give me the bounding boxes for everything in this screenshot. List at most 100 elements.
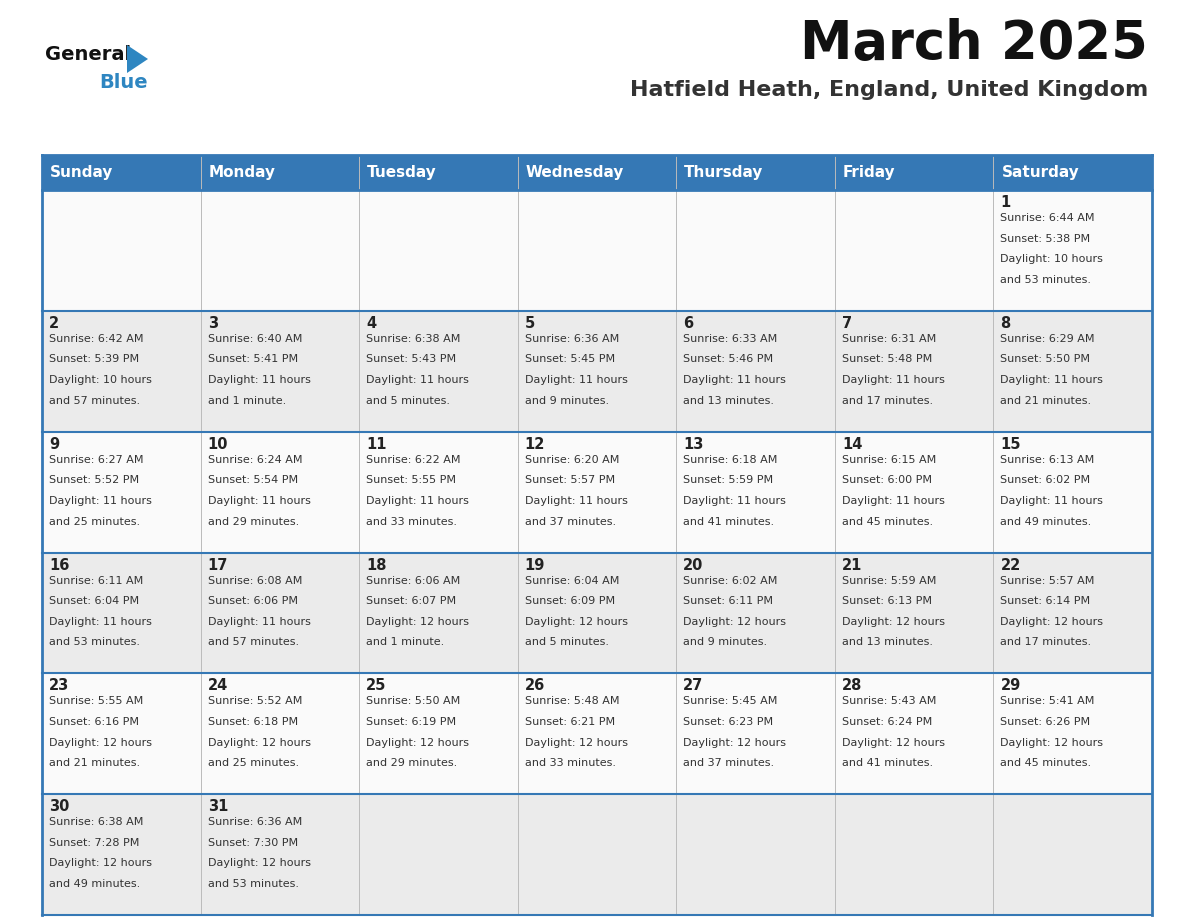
- Text: Sunrise: 6:42 AM: Sunrise: 6:42 AM: [49, 334, 144, 344]
- Text: Daylight: 12 hours: Daylight: 12 hours: [49, 858, 152, 868]
- Text: 19: 19: [525, 557, 545, 573]
- Text: Daylight: 12 hours: Daylight: 12 hours: [208, 737, 310, 747]
- Text: Sunset: 5:45 PM: Sunset: 5:45 PM: [525, 354, 615, 364]
- Text: Daylight: 11 hours: Daylight: 11 hours: [366, 375, 469, 385]
- Text: Sunset: 6:26 PM: Sunset: 6:26 PM: [1000, 717, 1091, 727]
- Text: Sunset: 7:30 PM: Sunset: 7:30 PM: [208, 838, 298, 848]
- Bar: [518, 311, 676, 431]
- Text: Sunrise: 5:50 AM: Sunrise: 5:50 AM: [366, 697, 461, 706]
- Text: and 13 minutes.: and 13 minutes.: [683, 396, 775, 406]
- Bar: [359, 794, 518, 915]
- Text: Daylight: 10 hours: Daylight: 10 hours: [49, 375, 152, 385]
- Text: Sunset: 5:41 PM: Sunset: 5:41 PM: [208, 354, 298, 364]
- Bar: [993, 190, 1152, 311]
- Bar: [359, 431, 518, 553]
- Text: 26: 26: [525, 678, 545, 693]
- Text: Sunrise: 5:55 AM: Sunrise: 5:55 AM: [49, 697, 144, 706]
- Text: and 21 minutes.: and 21 minutes.: [49, 758, 140, 768]
- Text: Sunrise: 6:27 AM: Sunrise: 6:27 AM: [49, 454, 144, 465]
- Text: 25: 25: [366, 678, 386, 693]
- Text: Sunset: 5:54 PM: Sunset: 5:54 PM: [208, 476, 298, 486]
- Text: Daylight: 11 hours: Daylight: 11 hours: [1000, 496, 1104, 506]
- Text: Daylight: 11 hours: Daylight: 11 hours: [842, 496, 944, 506]
- Text: Tuesday: Tuesday: [367, 165, 437, 180]
- Text: 28: 28: [842, 678, 862, 693]
- Text: Sunrise: 6:18 AM: Sunrise: 6:18 AM: [683, 454, 778, 465]
- Bar: [359, 553, 518, 673]
- Text: 22: 22: [1000, 557, 1020, 573]
- Text: Sunrise: 6:44 AM: Sunrise: 6:44 AM: [1000, 213, 1095, 223]
- Text: and 53 minutes.: and 53 minutes.: [1000, 274, 1092, 285]
- Bar: [993, 794, 1152, 915]
- Text: and 21 minutes.: and 21 minutes.: [1000, 396, 1092, 406]
- Text: 13: 13: [683, 437, 703, 452]
- Text: Daylight: 12 hours: Daylight: 12 hours: [525, 617, 627, 627]
- Text: and 37 minutes.: and 37 minutes.: [525, 517, 615, 527]
- Text: Daylight: 11 hours: Daylight: 11 hours: [366, 496, 469, 506]
- Text: and 9 minutes.: and 9 minutes.: [683, 637, 767, 647]
- Text: Sunrise: 6:36 AM: Sunrise: 6:36 AM: [208, 817, 302, 827]
- Text: 27: 27: [683, 678, 703, 693]
- Text: 12: 12: [525, 437, 545, 452]
- Bar: [201, 311, 359, 431]
- Bar: [42, 431, 201, 553]
- Text: 11: 11: [366, 437, 386, 452]
- Text: Sunrise: 6:24 AM: Sunrise: 6:24 AM: [208, 454, 302, 465]
- Text: Sunset: 6:11 PM: Sunset: 6:11 PM: [683, 596, 773, 606]
- Text: Sunset: 6:19 PM: Sunset: 6:19 PM: [366, 717, 456, 727]
- Text: 18: 18: [366, 557, 386, 573]
- Text: 16: 16: [49, 557, 69, 573]
- Text: Daylight: 12 hours: Daylight: 12 hours: [683, 737, 786, 747]
- Text: March 2025: March 2025: [801, 18, 1148, 70]
- Text: Daylight: 12 hours: Daylight: 12 hours: [49, 737, 152, 747]
- Text: Sunset: 6:04 PM: Sunset: 6:04 PM: [49, 596, 139, 606]
- Text: Sunrise: 6:38 AM: Sunrise: 6:38 AM: [49, 817, 144, 827]
- Text: Sunrise: 5:43 AM: Sunrise: 5:43 AM: [842, 697, 936, 706]
- Text: Daylight: 12 hours: Daylight: 12 hours: [842, 617, 944, 627]
- Polygon shape: [127, 45, 148, 73]
- Bar: [835, 431, 993, 553]
- Text: Sunset: 6:00 PM: Sunset: 6:00 PM: [842, 476, 931, 486]
- Text: 21: 21: [842, 557, 862, 573]
- Bar: [42, 311, 201, 431]
- Bar: [835, 673, 993, 794]
- Text: 7: 7: [842, 316, 852, 330]
- Text: and 57 minutes.: and 57 minutes.: [208, 637, 298, 647]
- Text: 23: 23: [49, 678, 69, 693]
- Text: 5: 5: [525, 316, 535, 330]
- Text: Monday: Monday: [209, 165, 276, 180]
- Bar: [835, 190, 993, 311]
- Text: Sunset: 6:18 PM: Sunset: 6:18 PM: [208, 717, 298, 727]
- Text: 6: 6: [683, 316, 694, 330]
- Text: Daylight: 12 hours: Daylight: 12 hours: [842, 737, 944, 747]
- Text: Sunday: Sunday: [50, 165, 113, 180]
- Text: 20: 20: [683, 557, 703, 573]
- Text: Sunrise: 6:02 AM: Sunrise: 6:02 AM: [683, 576, 778, 586]
- Bar: [201, 794, 359, 915]
- Bar: [42, 794, 201, 915]
- Bar: [676, 794, 835, 915]
- Text: 24: 24: [208, 678, 228, 693]
- Text: 29: 29: [1000, 678, 1020, 693]
- Text: and 17 minutes.: and 17 minutes.: [1000, 637, 1092, 647]
- Text: Daylight: 12 hours: Daylight: 12 hours: [525, 737, 627, 747]
- Text: Sunrise: 5:45 AM: Sunrise: 5:45 AM: [683, 697, 778, 706]
- Text: 15: 15: [1000, 437, 1020, 452]
- Text: Daylight: 11 hours: Daylight: 11 hours: [842, 375, 944, 385]
- Text: 31: 31: [208, 800, 228, 814]
- Text: Daylight: 11 hours: Daylight: 11 hours: [525, 496, 627, 506]
- Text: Sunset: 6:23 PM: Sunset: 6:23 PM: [683, 717, 773, 727]
- Bar: [993, 311, 1152, 431]
- Text: Daylight: 11 hours: Daylight: 11 hours: [208, 496, 310, 506]
- Text: and 1 minute.: and 1 minute.: [366, 637, 444, 647]
- Bar: [835, 553, 993, 673]
- Text: Sunrise: 5:48 AM: Sunrise: 5:48 AM: [525, 697, 619, 706]
- Text: and 5 minutes.: and 5 minutes.: [366, 396, 450, 406]
- Text: and 9 minutes.: and 9 minutes.: [525, 396, 608, 406]
- Text: Saturday: Saturday: [1001, 165, 1079, 180]
- Text: and 49 minutes.: and 49 minutes.: [49, 879, 140, 889]
- Text: Daylight: 12 hours: Daylight: 12 hours: [366, 737, 469, 747]
- Text: Sunset: 5:48 PM: Sunset: 5:48 PM: [842, 354, 933, 364]
- Text: Thursday: Thursday: [684, 165, 764, 180]
- Text: 17: 17: [208, 557, 228, 573]
